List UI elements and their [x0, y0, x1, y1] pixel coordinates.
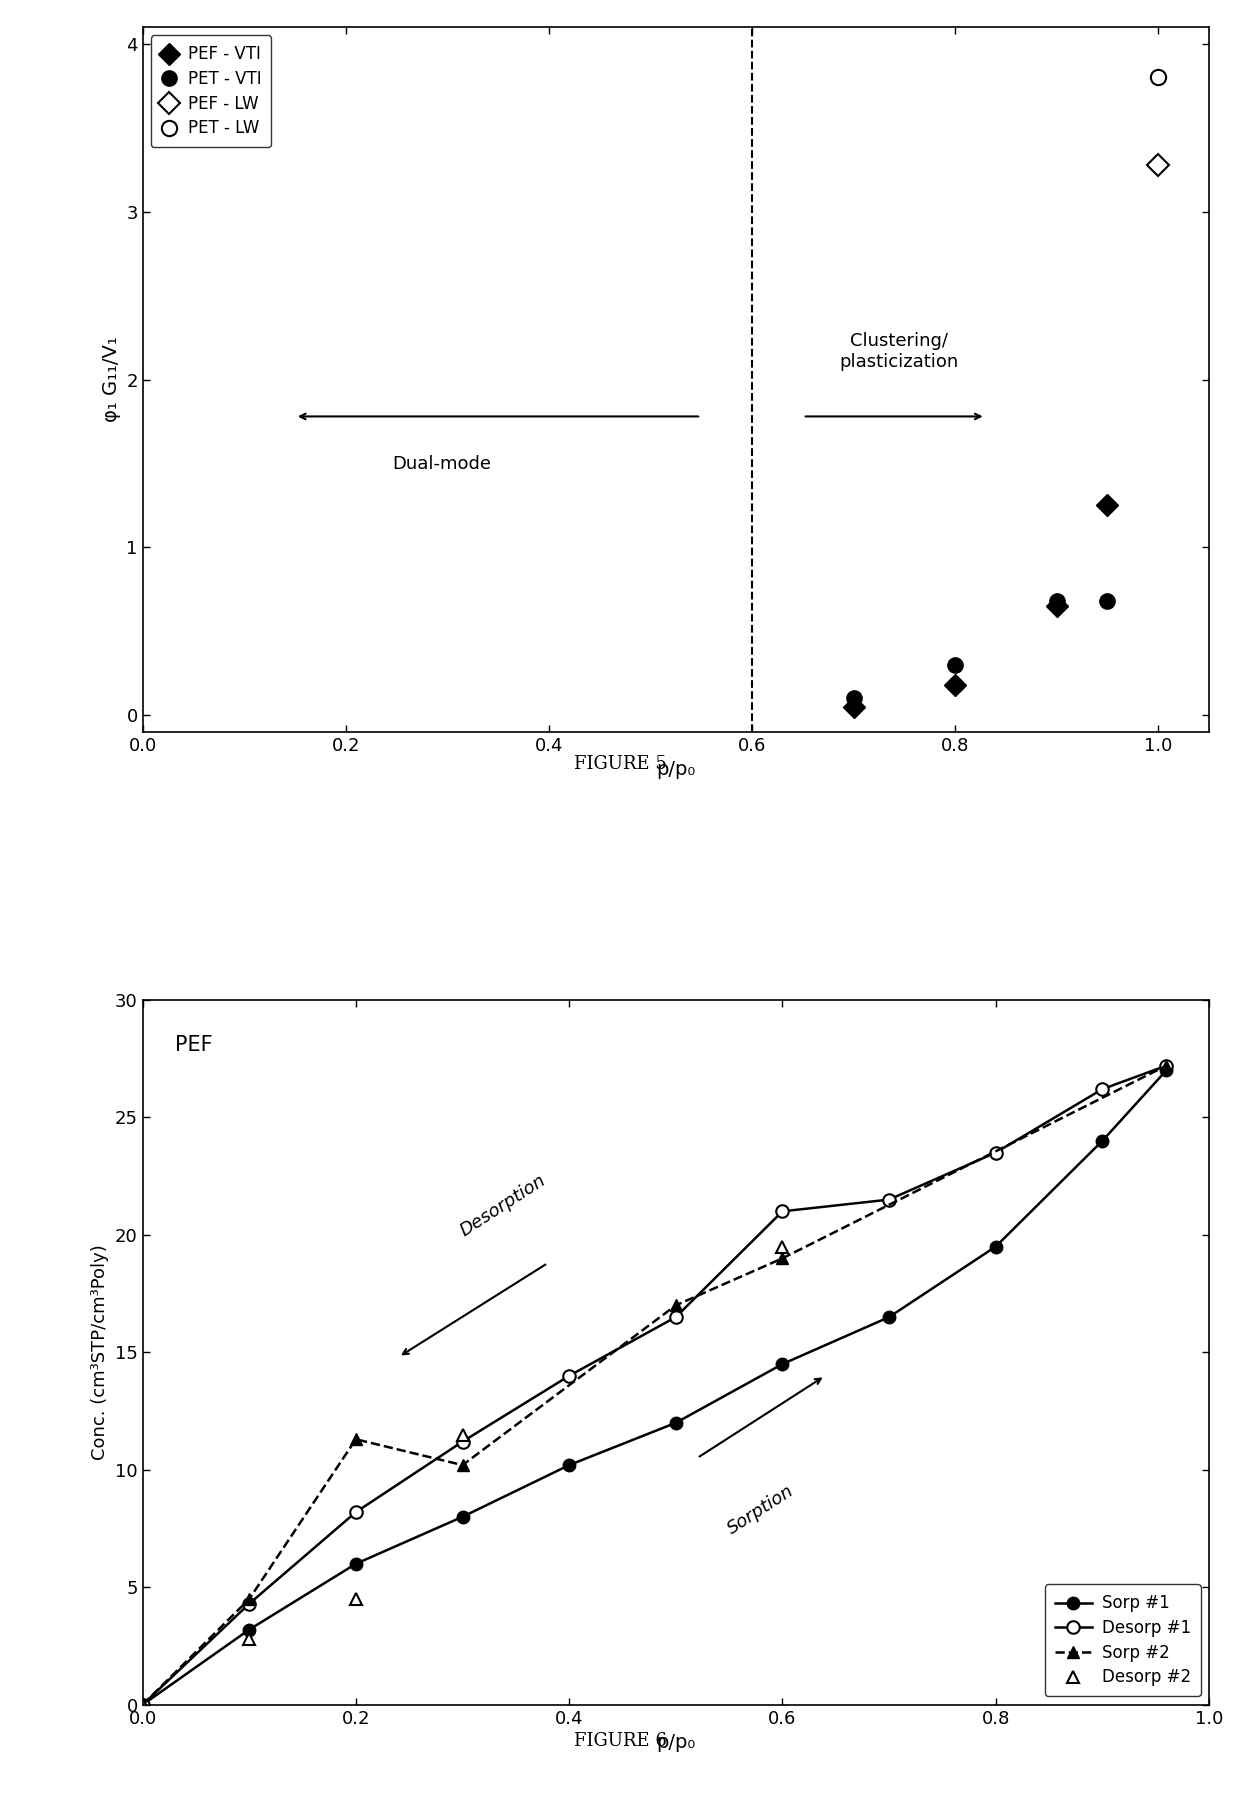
X-axis label: p/p₀: p/p₀ — [656, 761, 696, 779]
Y-axis label: φ₁ G₁₁/V₁: φ₁ G₁₁/V₁ — [102, 337, 120, 422]
Desorp #1 — [1095, 1079, 1110, 1100]
Text: FIGURE 6: FIGURE 6 — [574, 1732, 666, 1750]
Text: Desorption: Desorption — [458, 1171, 549, 1239]
Desorp #1 — [1159, 1055, 1174, 1077]
Desorp #1 — [882, 1189, 897, 1210]
Sorp #2 — [242, 1588, 257, 1609]
PEF - VTI — [1049, 595, 1064, 617]
Sorp #1 — [348, 1553, 363, 1575]
PEF - VTI — [1100, 494, 1115, 516]
Desorp #1 — [562, 1366, 577, 1387]
Sorp #1 — [242, 1618, 257, 1640]
Text: Dual-mode: Dual-mode — [393, 455, 492, 473]
PET - VTI — [1049, 590, 1064, 612]
Sorp #1 — [882, 1306, 897, 1328]
Line: Desorp #1: Desorp #1 — [136, 1059, 1173, 1710]
Text: Sorption: Sorption — [724, 1481, 797, 1537]
Desorp #1 — [135, 1694, 150, 1716]
Sorp #1 — [1095, 1129, 1110, 1151]
Desorp #2 — [348, 1588, 363, 1609]
Desorp #1 — [348, 1501, 363, 1523]
PEF - VTI — [846, 696, 861, 718]
PET - VTI — [846, 687, 861, 709]
PET - VTI — [947, 655, 962, 676]
PEF - VTI — [947, 675, 962, 696]
Sorp #2 — [455, 1454, 470, 1476]
Desorp #2 — [455, 1423, 470, 1445]
Y-axis label: Conc. (cm³STP/cm³Poly): Conc. (cm³STP/cm³Poly) — [92, 1245, 109, 1459]
Desorp #1 — [455, 1431, 470, 1452]
Sorp #1 — [562, 1454, 577, 1476]
PET - VTI — [1100, 590, 1115, 612]
Text: PEF: PEF — [175, 1035, 212, 1055]
Sorp #1 — [775, 1353, 790, 1375]
Sorp #2 — [135, 1694, 150, 1716]
Desorp #1 — [668, 1306, 683, 1328]
Line: PEF - VTI: PEF - VTI — [846, 498, 1115, 714]
Desorp #1 — [988, 1142, 1003, 1164]
Sorp #1 — [1159, 1059, 1174, 1081]
Sorp #2 — [348, 1429, 363, 1450]
Text: Clustering/
plasticization: Clustering/ plasticization — [839, 332, 959, 372]
Sorp #2 — [775, 1248, 790, 1270]
Text: FIGURE 5: FIGURE 5 — [574, 756, 666, 774]
Legend: PEF - VTI, PET - VTI, PEF - LW, PET - LW: PEF - VTI, PET - VTI, PEF - LW, PET - LW — [151, 36, 272, 148]
Sorp #1 — [455, 1506, 470, 1528]
Legend: Sorp #1, Desorp #1, Sorp #2, Desorp #2: Sorp #1, Desorp #1, Sorp #2, Desorp #2 — [1045, 1584, 1200, 1696]
Sorp #1 — [135, 1694, 150, 1716]
Desorp #2 — [775, 1236, 790, 1257]
Desorp #1 — [775, 1200, 790, 1221]
Line: Sorp #2: Sorp #2 — [136, 1059, 1173, 1710]
Line: Desorp #2: Desorp #2 — [136, 1241, 789, 1710]
Sorp #2 — [1159, 1055, 1174, 1077]
X-axis label: p/p₀: p/p₀ — [656, 1734, 696, 1752]
Desorp #1 — [242, 1593, 257, 1615]
Sorp #2 — [668, 1295, 683, 1317]
Line: PET - VTI: PET - VTI — [846, 594, 1115, 705]
Line: Sorp #1: Sorp #1 — [136, 1064, 1173, 1710]
Desorp #2 — [242, 1629, 257, 1651]
Desorp #2 — [135, 1694, 150, 1716]
Sorp #1 — [668, 1413, 683, 1434]
Sorp #1 — [988, 1236, 1003, 1257]
